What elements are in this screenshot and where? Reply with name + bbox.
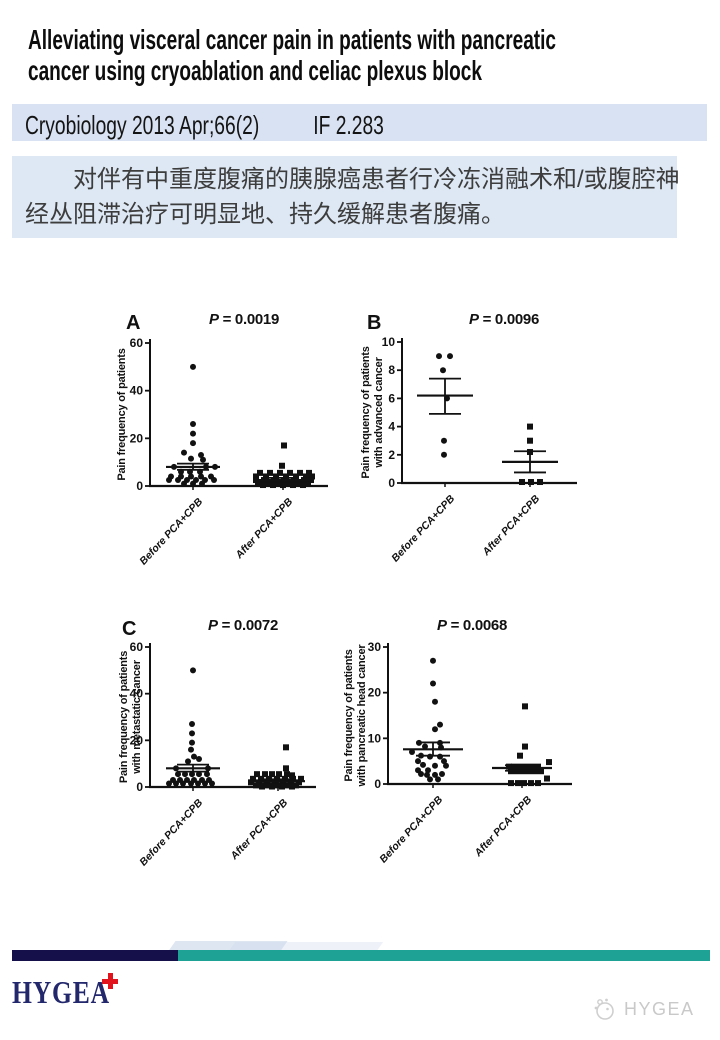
svg-text:40: 40	[130, 384, 144, 398]
scatter-plot: 0 10 20 30 Pain frequency of patients with pa…	[343, 617, 572, 866]
figure-panel-d: 0 10 20 30 Pain frequency of patients with pa…	[340, 602, 612, 887]
svg-text:C: C	[122, 618, 136, 640]
figure-panel-a: 0 20 40 60 Pain frequency of patients A P = 0.…	[108, 298, 348, 570]
svg-text:0: 0	[374, 777, 381, 791]
svg-text:Pain frequency of patients: Pain frequency of patients	[360, 346, 372, 478]
paper-title-line-2: cancer using cryoablation and celiac ple…	[28, 55, 482, 86]
svg-text:0: 0	[388, 476, 395, 490]
svg-text:Before PCA+CPB: Before PCA+CPB	[137, 496, 205, 568]
svg-text:20: 20	[130, 431, 144, 445]
svg-text:with metastatic cancer: with metastatic cancer	[131, 659, 143, 775]
hygea-logo: HYGEA	[12, 974, 134, 1010]
watermark: HYGEA	[592, 995, 695, 1023]
svg-text:0: 0	[136, 479, 143, 493]
svg-text:60: 60	[130, 640, 144, 654]
svg-text:with pancreatic head cancer: with pancreatic head cancer	[356, 644, 368, 788]
svg-text:60: 60	[130, 336, 144, 350]
svg-text:After PCA+CPB: After PCA+CPB	[472, 794, 535, 860]
footer-bar-navy-segment	[12, 950, 178, 961]
svg-text:Pain frequency of patients: Pain frequency of patients	[343, 649, 355, 781]
footer-bar	[12, 950, 710, 961]
svg-text:8: 8	[388, 363, 395, 377]
svg-text:Before PCA+CPB: Before PCA+CPB	[137, 797, 205, 869]
paper-title-line-1: Alleviating visceral cancer pain in pati…	[28, 24, 557, 55]
svg-text:After PCA+CPB: After PCA+CPB	[228, 797, 291, 863]
abstract-line-1: 对伴有中重度腹痛的胰腺癌患者行冷冻消融术和/或腹腔神	[73, 166, 680, 193]
svg-text:Before PCA+CPB: Before PCA+CPB	[389, 493, 457, 565]
scatter-plot: 0 2 4 6 8 10 Pain frequency of patients with ad…	[360, 311, 577, 565]
svg-text:20: 20	[130, 733, 144, 747]
svg-text:After PCA+CPB: After PCA+CPB	[480, 493, 543, 559]
journal-citation: Cryobiology 2013 Apr;66(2)	[25, 110, 260, 140]
footer-bar-teal-segment	[178, 950, 710, 961]
svg-text:6: 6	[388, 391, 395, 405]
svg-text:40: 40	[130, 687, 144, 701]
svg-text:2: 2	[388, 448, 395, 462]
svg-text:0: 0	[136, 780, 143, 794]
figure-panel-c: 0 20 40 60 Pain frequency of patients with me…	[108, 602, 348, 874]
journal-banner: Cryobiology 2013 Apr;66(2) IF 2.283	[12, 104, 707, 141]
svg-text:P = 0.0019: P = 0.0019	[209, 311, 279, 328]
impact-factor: IF 2.283	[313, 110, 384, 140]
figure-panel-b: 0 2 4 6 8 10 Pain frequency of patients with ad…	[355, 298, 605, 570]
red-cross-icon	[102, 973, 118, 989]
svg-text:Pain frequency of patients: Pain frequency of patients	[116, 348, 128, 480]
watermark-text: HYGEA	[624, 998, 695, 1019]
svg-text:P = 0.0096: P = 0.0096	[469, 311, 539, 328]
abstract-line-2: 经丛阻滞治疗可明显地、持久缓解患者腹痛。	[25, 201, 505, 228]
svg-text:Pain frequency of patients: Pain frequency of patients	[118, 651, 130, 783]
paper-title: Alleviating visceral cancer pain in pati…	[28, 24, 654, 86]
journal-banner-text: Cryobiology 2013 Apr;66(2) IF 2.283	[25, 110, 384, 141]
svg-text:P = 0.0068: P = 0.0068	[437, 617, 507, 634]
svg-text:B: B	[367, 312, 381, 334]
svg-text:After PCA+CPB: After PCA+CPB	[233, 496, 296, 562]
hygea-logo-text: HYGEA	[12, 974, 110, 1010]
svg-text:Before PCA+CPB: Before PCA+CPB	[377, 794, 445, 866]
svg-text:10: 10	[368, 731, 382, 745]
hygea-emblem-icon	[594, 998, 614, 1020]
svg-text:with advanced cancer: with advanced cancer	[373, 356, 385, 468]
abstract-box: 对伴有中重度腹痛的胰腺癌患者行冷冻消融术和/或腹腔神 经丛阻滞治疗可明显地、持久…	[12, 156, 680, 238]
svg-text:A: A	[126, 312, 140, 334]
svg-text:4: 4	[388, 420, 395, 434]
svg-text:20: 20	[368, 686, 382, 700]
svg-text:30: 30	[368, 640, 382, 654]
svg-text:P = 0.0072: P = 0.0072	[208, 617, 278, 634]
svg-text:10: 10	[382, 335, 396, 349]
